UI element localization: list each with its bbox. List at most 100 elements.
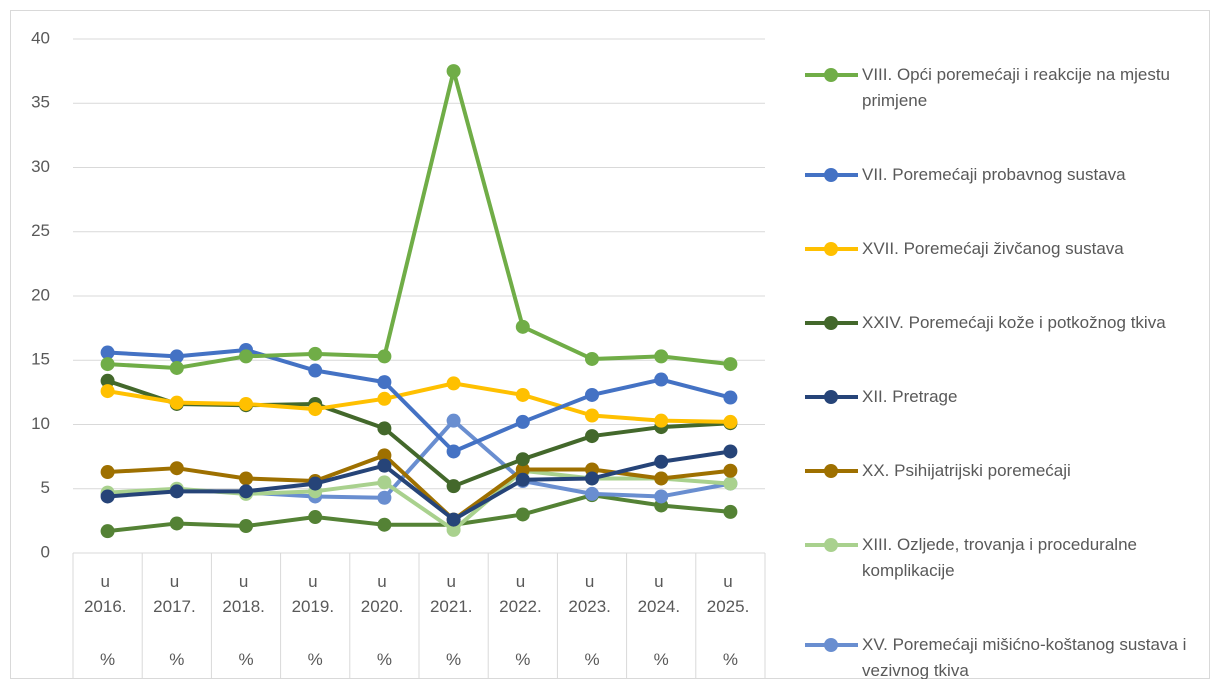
legend-label: VIII. Opći poremećaji i reakcije na mjes… bbox=[862, 65, 1171, 110]
series-marker bbox=[100, 489, 115, 504]
series-marker bbox=[446, 444, 461, 459]
series-marker bbox=[654, 413, 669, 428]
series-marker bbox=[654, 454, 669, 469]
legend-label: XVII. Poremećaji živčanog sustava bbox=[862, 239, 1124, 258]
x-tick-label: u 2024. % bbox=[638, 572, 685, 669]
legend-marker bbox=[824, 316, 838, 330]
legend-label: XX. Psihijatrijski poremećaji bbox=[862, 461, 1071, 480]
series-marker bbox=[169, 360, 184, 375]
series-marker bbox=[239, 519, 253, 534]
series-marker bbox=[723, 476, 738, 491]
series-marker bbox=[169, 484, 184, 499]
legend-marker bbox=[824, 242, 838, 256]
series-marker bbox=[308, 476, 323, 491]
series-marker bbox=[723, 414, 738, 429]
series-marker bbox=[100, 373, 115, 388]
series-marker bbox=[239, 484, 253, 499]
x-tick-label: u 2020. % bbox=[361, 572, 408, 669]
x-tick-label: u 2022. % bbox=[499, 572, 546, 669]
y-tick-label: 40 bbox=[31, 28, 50, 47]
x-tick-label: u 2021. % bbox=[430, 572, 477, 669]
series-marker bbox=[239, 471, 253, 486]
series-line bbox=[107, 69, 731, 370]
series-marker bbox=[308, 402, 323, 417]
series-marker bbox=[377, 448, 392, 463]
series-marker bbox=[654, 489, 669, 504]
y-tick-label: 25 bbox=[31, 221, 50, 240]
y-tick-label: 0 bbox=[41, 542, 50, 561]
series-marker bbox=[377, 421, 392, 436]
series-marker bbox=[377, 517, 392, 532]
series-marker bbox=[723, 504, 738, 519]
series-marker bbox=[723, 463, 738, 478]
series-marker bbox=[515, 462, 530, 477]
series-line bbox=[107, 347, 731, 454]
series-marker bbox=[585, 351, 599, 366]
series-marker bbox=[515, 472, 530, 487]
series-marker bbox=[585, 429, 599, 444]
y-tick-label: 20 bbox=[31, 285, 50, 304]
series-line bbox=[107, 453, 731, 522]
x-tick-label: u 2023. % bbox=[568, 572, 615, 669]
x-tick-label: u 2025. % bbox=[707, 572, 754, 669]
series-marker bbox=[723, 390, 738, 405]
series-marker bbox=[377, 475, 392, 490]
legend-marker bbox=[824, 538, 838, 552]
series-marker bbox=[169, 461, 184, 476]
legend-marker bbox=[824, 390, 838, 404]
legend-marker bbox=[824, 168, 838, 182]
x-tick-label: u 2018. % bbox=[222, 572, 269, 669]
series-marker bbox=[446, 413, 461, 428]
series-marker bbox=[723, 444, 738, 459]
series-marker bbox=[377, 490, 392, 505]
legend-label: XXIV. Poremećaji kože i potkožnog tkiva bbox=[862, 313, 1166, 332]
series-marker bbox=[585, 471, 599, 486]
series-line bbox=[107, 381, 731, 424]
series-marker bbox=[239, 349, 253, 364]
series-marker bbox=[654, 471, 669, 486]
series-marker bbox=[515, 319, 530, 334]
series-marker bbox=[446, 479, 461, 494]
series-marker bbox=[169, 349, 184, 364]
series-marker bbox=[239, 396, 253, 411]
series-marker bbox=[515, 452, 530, 467]
y-tick-label: 5 bbox=[41, 478, 50, 497]
x-tick-label: u 2019. % bbox=[292, 572, 339, 669]
legend-marker bbox=[824, 464, 838, 478]
series-marker bbox=[377, 391, 392, 406]
y-tick-label: 10 bbox=[31, 414, 50, 433]
series-marker bbox=[654, 349, 669, 364]
series-marker bbox=[446, 512, 461, 527]
series-marker bbox=[446, 522, 461, 537]
series-marker bbox=[169, 395, 184, 410]
series-marker bbox=[100, 384, 115, 399]
series-marker bbox=[446, 376, 461, 391]
legend-label: XII. Pretrage bbox=[862, 387, 958, 406]
series-marker bbox=[308, 510, 323, 525]
y-tick-label: 15 bbox=[31, 350, 50, 369]
series-marker bbox=[100, 524, 115, 539]
series-line bbox=[107, 493, 731, 534]
series-marker bbox=[515, 507, 530, 522]
series-marker bbox=[308, 346, 323, 361]
series-marker bbox=[377, 375, 392, 390]
legend-label: XV. Poremećaji mišićno-koštanog sustava … bbox=[862, 635, 1187, 679]
series-marker bbox=[654, 372, 669, 387]
series-marker bbox=[377, 458, 392, 473]
series-marker bbox=[169, 516, 184, 531]
legend-label: XIII. Ozljede, trovanja i proceduralne k… bbox=[862, 535, 1137, 580]
series-marker bbox=[723, 357, 738, 372]
series-marker bbox=[377, 349, 392, 364]
x-tick-label: u 2017. % bbox=[153, 572, 200, 669]
series-marker bbox=[585, 408, 599, 423]
series-marker bbox=[515, 414, 530, 429]
series-marker bbox=[446, 64, 461, 79]
series-marker bbox=[585, 486, 599, 501]
series-line bbox=[107, 449, 731, 522]
x-tick-label: u 2016. % bbox=[84, 572, 131, 669]
series-marker bbox=[585, 387, 599, 402]
series-marker bbox=[308, 363, 323, 378]
legend-marker bbox=[824, 638, 838, 652]
y-tick-label: 30 bbox=[31, 157, 50, 176]
